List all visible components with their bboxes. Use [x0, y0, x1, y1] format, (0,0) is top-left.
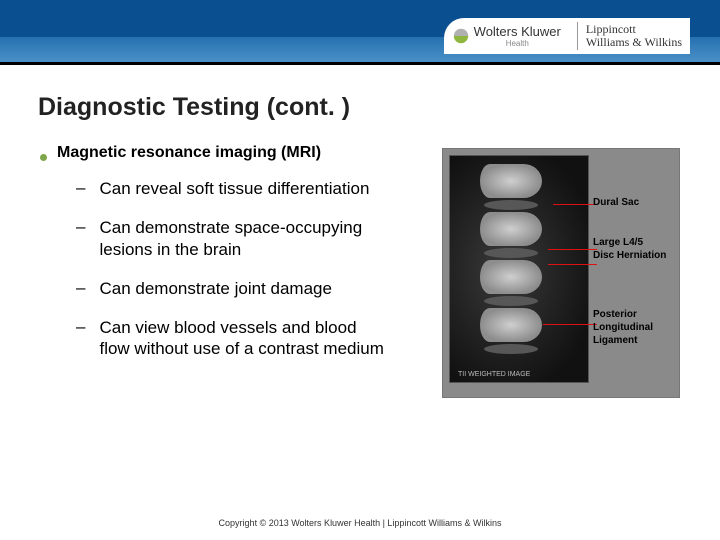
arrow-line [548, 249, 597, 250]
sub-bullet-item: – Can demonstrate joint damage [76, 278, 426, 299]
sub-bullet-item: – Can view blood vessels and blood flow … [76, 317, 426, 360]
scan-caption: TII WEIGHTED IMAGE [458, 371, 530, 378]
figure-label: Large L4/5 Disc Herniation [593, 237, 675, 263]
arrow-line [553, 204, 597, 205]
brand-strip: Wolters Kluwer Health Lippincott William… [444, 18, 690, 54]
mri-scan-image: TII WEIGHTED IMAGE [449, 155, 589, 383]
mri-figure: TII WEIGHTED IMAGE Dural Sac Large L4/5 … [442, 148, 680, 398]
arrow-line [543, 324, 597, 325]
copyright-footer: Copyright © 2013 Wolters Kluwer Health |… [0, 518, 720, 528]
brand-lippincott: Lippincott Williams & Wilkins [586, 23, 682, 49]
figure-label: Posterior Longitudinal Ligament [593, 309, 675, 348]
header-bar: Wolters Kluwer Health Lippincott William… [0, 0, 720, 62]
slide-content: Diagnostic Testing (cont. ) Magnetic res… [0, 65, 720, 398]
bullet-dot-icon [40, 154, 47, 161]
sub-bullet-item: – Can reveal soft tissue differentiation [76, 178, 426, 199]
main-row: Magnetic resonance imaging (MRI) – Can r… [38, 144, 682, 398]
brand-wk-text: Wolters Kluwer [474, 24, 561, 39]
label-pll-1: Posterior [593, 309, 675, 320]
label-herniation-1: Large L4/5 [593, 237, 675, 248]
bullet-text: Magnetic resonance imaging (MRI) [57, 144, 321, 162]
figure-label: Dural Sac [593, 197, 675, 210]
brand-lww-line2: Williams & Wilkins [586, 36, 682, 49]
sub-bullet-text: Can view blood vessels and blood flow wi… [99, 317, 389, 360]
sub-bullet-text: Can reveal soft tissue differentiation [99, 178, 369, 199]
arrow-line [548, 264, 597, 265]
brand-wolters-kluwer: Wolters Kluwer Health [474, 24, 561, 48]
label-herniation-2: Disc Herniation [593, 250, 675, 261]
label-pll-3: Ligament [593, 335, 675, 346]
sub-bullet-text: Can demonstrate space-occupying lesions … [99, 217, 389, 260]
dash-icon: – [76, 278, 85, 299]
label-pll-2: Longitudinal [593, 322, 675, 333]
slide-title: Diagnostic Testing (cont. ) [38, 93, 682, 122]
wk-logo-icon [452, 27, 470, 45]
brand-wk-subtext: Health [474, 39, 561, 48]
label-dural-sac: Dural Sac [593, 197, 675, 208]
dash-icon: – [76, 217, 85, 260]
figure-column: TII WEIGHTED IMAGE Dural Sac Large L4/5 … [442, 144, 682, 398]
sub-bullet-item: – Can demonstrate space-occupying lesion… [76, 217, 426, 260]
text-column: Magnetic resonance imaging (MRI) – Can r… [38, 144, 426, 398]
dash-icon: – [76, 178, 85, 199]
brand-divider [577, 22, 578, 50]
bullet-item: Magnetic resonance imaging (MRI) [38, 144, 426, 162]
sub-bullet-list: – Can reveal soft tissue differentiation… [76, 178, 426, 360]
dash-icon: – [76, 317, 85, 360]
sub-bullet-text: Can demonstrate joint damage [99, 278, 331, 299]
